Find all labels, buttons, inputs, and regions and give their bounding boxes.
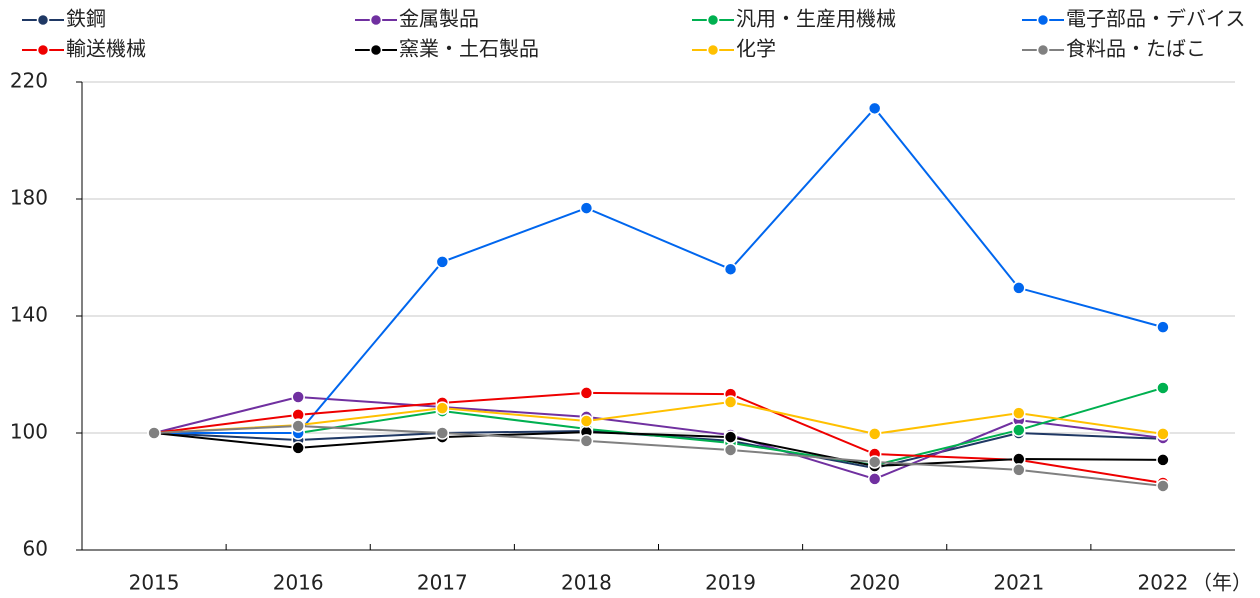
legend-marker bbox=[369, 43, 383, 57]
data-point bbox=[579, 414, 594, 428]
x-axis-unit: （年） bbox=[1192, 571, 1252, 595]
x-tick-label: 2018 bbox=[561, 571, 612, 595]
data-point bbox=[723, 262, 738, 276]
data-point bbox=[1012, 406, 1026, 420]
data-point bbox=[291, 441, 305, 455]
legend-label: 輸送機械 bbox=[66, 37, 146, 61]
data-point bbox=[1012, 463, 1026, 477]
legend-label: 窯業・土石製品 bbox=[399, 37, 539, 61]
series-line bbox=[153, 391, 1164, 485]
x-tick-label: 2022 bbox=[1137, 571, 1188, 595]
series-line bbox=[154, 424, 1164, 487]
data-point bbox=[723, 443, 738, 457]
data-point bbox=[435, 426, 450, 440]
x-tick-label: 2019 bbox=[705, 571, 756, 595]
legend-marker bbox=[1036, 13, 1050, 27]
legend-label: 金属製品 bbox=[399, 7, 479, 31]
legend-label: 鉄鋼 bbox=[66, 7, 106, 31]
legend-marker bbox=[36, 43, 50, 57]
legend-label: 化学 bbox=[736, 37, 776, 61]
y-tick-label: 180 bbox=[10, 186, 48, 210]
data-point bbox=[435, 255, 450, 269]
y-tick-label: 220 bbox=[10, 69, 48, 93]
legend-marker bbox=[706, 13, 720, 27]
legend-label: 食料品・たばこ bbox=[1066, 37, 1206, 61]
y-tick-label: 140 bbox=[10, 303, 48, 327]
data-point bbox=[1156, 453, 1170, 467]
data-point bbox=[1156, 381, 1170, 395]
data-point bbox=[867, 101, 882, 116]
series-line bbox=[154, 386, 1164, 467]
data-point bbox=[147, 426, 161, 440]
series-line bbox=[153, 431, 1163, 468]
legend-label: 汎用・生産用機械 bbox=[736, 7, 896, 31]
data-point bbox=[1156, 427, 1170, 441]
series-line bbox=[153, 396, 1164, 480]
data-point bbox=[1156, 320, 1170, 334]
data-point bbox=[579, 434, 594, 448]
data-point bbox=[1012, 423, 1026, 437]
data-point bbox=[579, 386, 594, 400]
data-point bbox=[291, 390, 305, 404]
data-point bbox=[867, 472, 882, 486]
legend-marker bbox=[36, 13, 50, 27]
x-tick-label: 2017 bbox=[417, 571, 468, 595]
x-tick-label: 2015 bbox=[129, 571, 180, 595]
x-tick-label: 2016 bbox=[273, 571, 324, 595]
data-point bbox=[1012, 281, 1026, 295]
data-point bbox=[579, 201, 594, 215]
series-line bbox=[154, 400, 1164, 435]
legend-label: 電子部品・デバイス bbox=[1066, 7, 1245, 31]
legend-marker bbox=[706, 43, 720, 57]
data-point bbox=[723, 395, 738, 409]
legend-marker bbox=[369, 13, 383, 27]
series-line bbox=[154, 106, 1164, 434]
y-tick-label: 100 bbox=[10, 420, 48, 444]
data-point bbox=[1156, 479, 1170, 493]
x-tick-label: 2021 bbox=[993, 571, 1044, 595]
data-point bbox=[435, 401, 450, 415]
data-point bbox=[291, 419, 305, 433]
legend-marker bbox=[1036, 43, 1050, 57]
data-point bbox=[867, 455, 882, 469]
data-point bbox=[867, 427, 882, 441]
y-tick-label: 60 bbox=[23, 537, 48, 561]
data-point bbox=[723, 430, 738, 444]
x-tick-label: 2020 bbox=[849, 571, 900, 595]
